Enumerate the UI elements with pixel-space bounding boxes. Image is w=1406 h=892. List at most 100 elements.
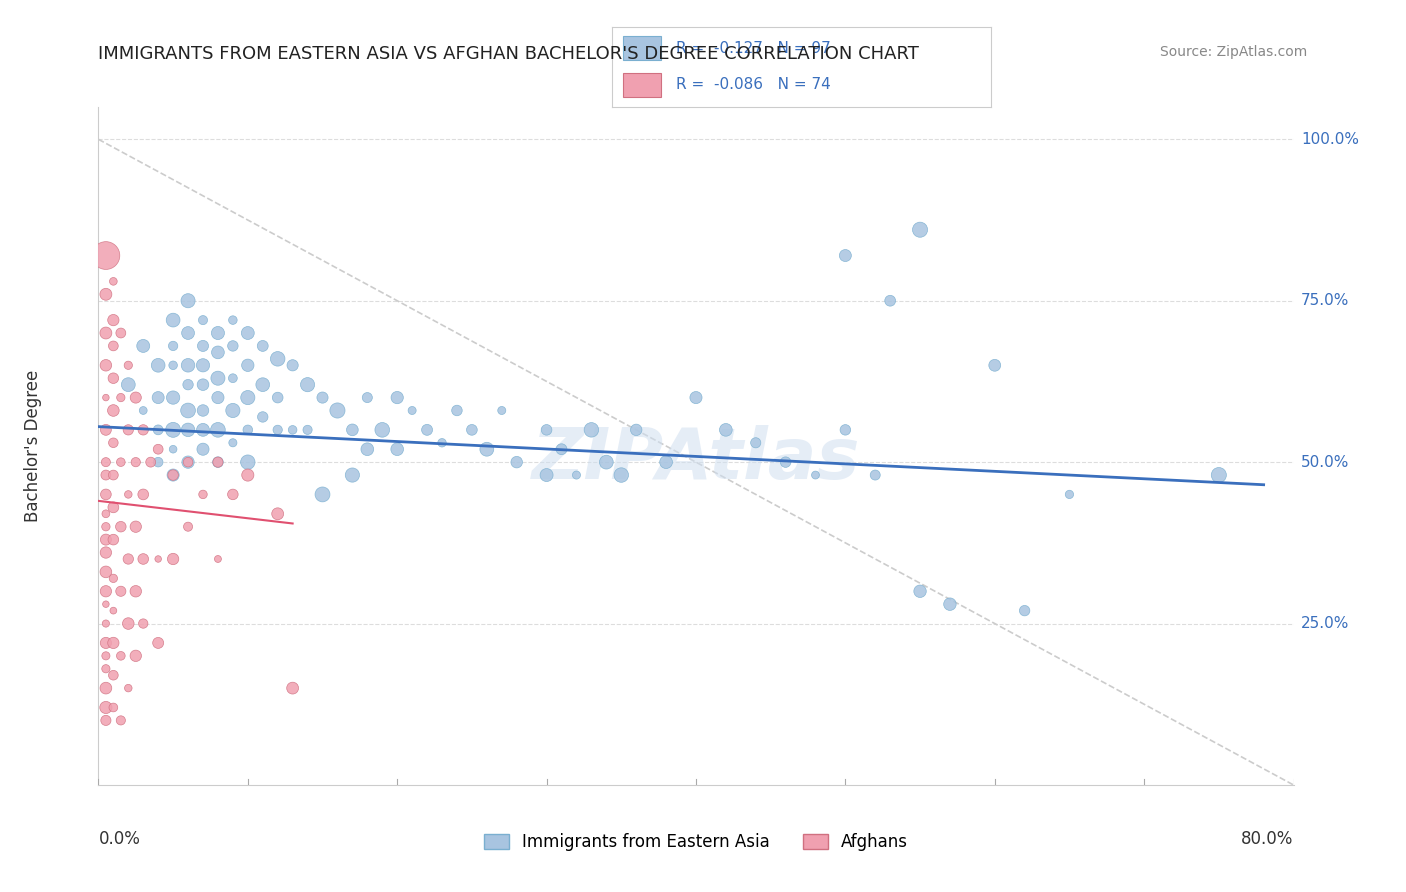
Point [125,455,148,469]
Point [177,455,200,469]
Point [177,377,200,392]
Point [236,423,259,437]
Point [162,552,184,566]
Point [267,351,290,366]
Text: Bachelor's Degree: Bachelor's Degree [24,370,42,522]
Point [110,326,132,340]
Point [177,326,200,340]
Point [236,455,259,469]
Text: 100.0%: 100.0% [1301,132,1360,147]
Point [125,584,148,599]
Point [222,339,245,353]
Text: 80.0%: 80.0% [1241,830,1294,848]
Point [103,274,125,288]
Point [94,545,117,559]
Point [148,359,170,373]
Point [162,391,184,405]
Point [125,391,148,405]
Point [132,487,155,501]
Point [148,552,170,566]
Point [385,391,409,405]
Point [222,371,245,385]
Point [94,455,117,469]
Point [297,423,319,437]
Point [252,409,274,424]
Point [491,403,513,417]
Point [430,435,453,450]
Point [536,468,558,483]
Point [139,455,162,469]
Point [207,326,229,340]
Point [356,391,378,405]
Text: ZIPAtlas: ZIPAtlas [531,425,860,494]
Point [297,377,319,392]
Point [148,636,170,650]
Point [103,636,125,650]
Point [207,391,229,405]
Point [94,700,117,714]
Point [94,565,117,579]
Point [311,487,333,501]
Point [252,339,274,353]
Point [162,359,184,373]
Point [222,435,245,450]
Point [626,423,648,437]
Point [94,507,117,521]
Point [117,681,139,695]
Point [371,423,394,437]
Point [94,648,117,663]
Point [536,423,558,437]
Point [103,700,125,714]
Point [177,519,200,533]
Point [252,377,274,392]
Point [110,455,132,469]
Point [132,403,155,417]
Point [1059,487,1081,501]
Point [267,423,290,437]
Point [267,507,290,521]
Point [94,359,117,373]
Point [162,468,184,483]
Point [162,339,184,353]
Point [94,287,117,301]
Point [94,636,117,650]
Point [103,468,125,483]
Point [94,519,117,533]
Point [103,313,125,327]
Point [804,468,827,483]
Point [281,681,304,695]
Point [475,442,498,457]
Point [177,423,200,437]
Point [94,391,117,405]
Point [595,455,617,469]
Point [281,359,304,373]
Text: Source: ZipAtlas.com: Source: ZipAtlas.com [1160,45,1308,59]
Point [311,391,333,405]
Point [865,468,887,483]
Point [117,377,139,392]
Point [125,648,148,663]
Point [132,339,155,353]
Point [103,403,125,417]
Point [222,487,245,501]
Point [125,519,148,533]
Point [117,359,139,373]
Point [222,403,245,417]
Point [103,668,125,682]
Point [685,391,707,405]
Point [236,359,259,373]
Point [236,391,259,405]
Point [745,435,768,450]
Point [94,468,117,483]
Text: R =  -0.127   N = 97: R = -0.127 N = 97 [676,41,831,56]
Point [834,248,856,262]
Point [162,468,184,483]
Point [132,423,155,437]
Point [148,423,170,437]
FancyBboxPatch shape [623,72,661,96]
Point [177,359,200,373]
Point [117,552,139,566]
Point [94,326,117,340]
Point [207,371,229,385]
Point [191,339,214,353]
